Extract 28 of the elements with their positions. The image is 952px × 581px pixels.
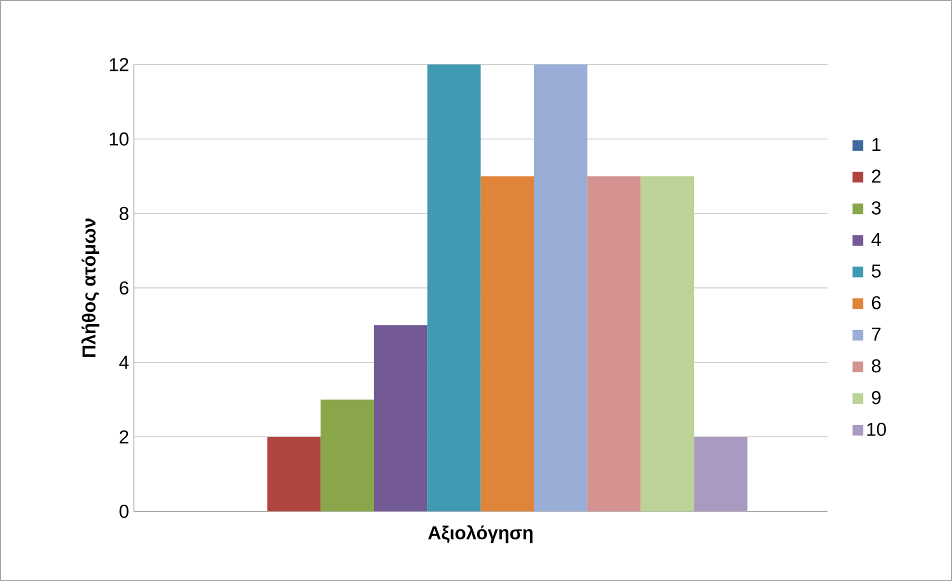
bar bbox=[480, 176, 534, 512]
y-tick-label: 10 bbox=[110, 132, 128, 146]
y-tick-label: 2 bbox=[120, 430, 128, 444]
bar bbox=[534, 64, 588, 512]
legend-label: 7 bbox=[872, 328, 880, 341]
bar bbox=[694, 436, 748, 512]
legend-label: 6 bbox=[872, 296, 881, 310]
y-tick-label: 4 bbox=[119, 356, 129, 369]
y-axis-title: Πλήθος ατόμων bbox=[81, 218, 100, 357]
x-axis-title: Αξιολόγηση bbox=[428, 525, 532, 543]
y-tick-label: 8 bbox=[120, 206, 128, 220]
bar bbox=[587, 176, 641, 512]
legend-label: 1 bbox=[872, 138, 881, 151]
legend-label: 4 bbox=[871, 232, 881, 246]
legend-label: 5 bbox=[872, 264, 881, 278]
bar bbox=[640, 176, 694, 512]
bar bbox=[374, 325, 428, 512]
y-tick-label: 6 bbox=[120, 281, 128, 294]
legend-label: 3 bbox=[872, 201, 881, 214]
legend-label: 2 bbox=[872, 170, 880, 183]
y-tick-label: 12 bbox=[110, 58, 128, 71]
bar bbox=[427, 64, 481, 512]
legend-label: 8 bbox=[872, 359, 881, 372]
y-tick-label: 0 bbox=[120, 504, 128, 518]
bar bbox=[267, 436, 321, 512]
legend-label: 9 bbox=[872, 390, 881, 404]
legend-label: 10 bbox=[867, 422, 886, 436]
bar bbox=[320, 400, 374, 512]
